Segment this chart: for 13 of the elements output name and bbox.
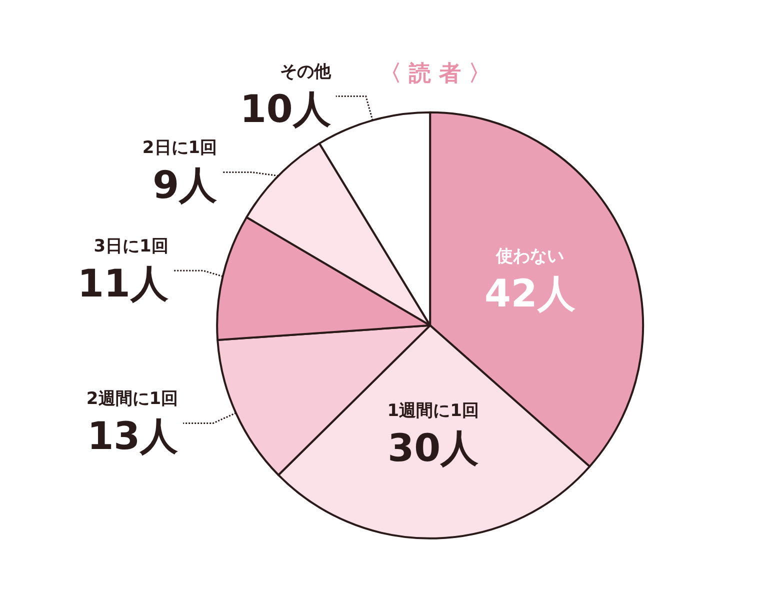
data-label: 9人 [152, 163, 218, 208]
data-label: 13人 [87, 414, 178, 458]
data-label: 30人 [388, 426, 479, 470]
slice-label: 2日に1回 [142, 138, 218, 158]
chart-title: 〈 読 者 〉 [380, 62, 490, 86]
data-label: 42人 [484, 271, 576, 316]
slice-label: 使わない [494, 246, 564, 266]
slice-label: その他 [280, 62, 332, 82]
slice-label: 1週間に1回 [387, 400, 479, 421]
slice-label: 3日に1回 [94, 236, 168, 257]
data-label: 10人 [240, 87, 331, 132]
data-label: 11人 [77, 262, 168, 306]
slice-label: 2週間に1回 [86, 389, 178, 410]
